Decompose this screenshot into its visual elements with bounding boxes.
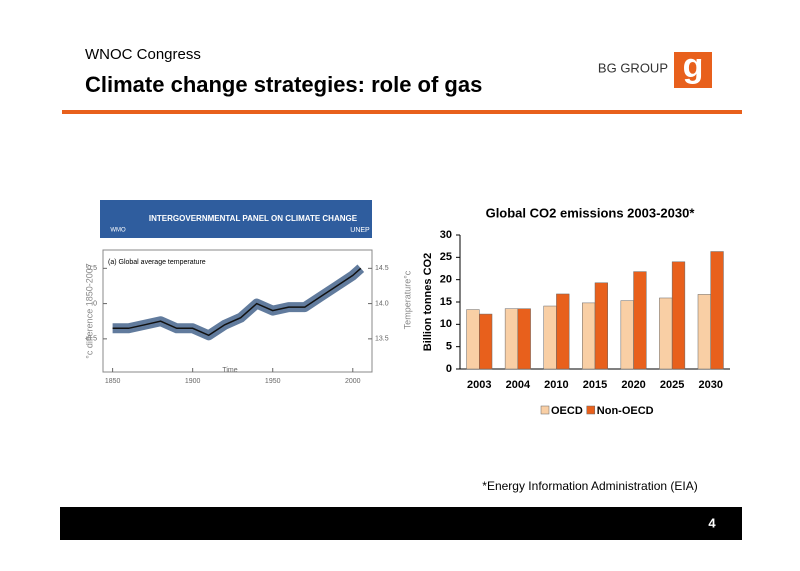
y-axis-label: °c difference 1850-2007	[84, 263, 94, 359]
banner-right: UNEP	[350, 227, 370, 234]
y-tick-label: 20	[440, 274, 452, 286]
x-tick-label: 2030	[698, 379, 722, 391]
y2-axis-label: Temperature°c	[402, 270, 412, 329]
bar	[466, 309, 480, 370]
x-tick-label: 2004	[506, 379, 531, 391]
legend-label: OECD	[551, 405, 583, 417]
x-tick-label: 1850	[105, 378, 121, 385]
chart-title: Global CO2 emissions 2003-2030*	[486, 205, 696, 220]
logo-box	[674, 52, 712, 88]
bar	[504, 308, 519, 370]
bar	[594, 282, 608, 370]
ipcc-banner	[100, 200, 372, 238]
banner-title: INTERGOVERNMENTAL PANEL ON CLIMATE CHANG…	[149, 214, 358, 223]
plot-subtitle: (a) Global average temperature	[108, 259, 206, 266]
banner-left: WMO	[110, 228, 126, 234]
x-tick-label: 1900	[185, 378, 201, 385]
event-name: WNOC Congress	[85, 46, 201, 63]
bar	[697, 294, 711, 370]
slide-title: Climate change strategies: role of gas	[85, 72, 482, 97]
x-axis-label: Time	[222, 367, 237, 374]
page-number: 4	[708, 515, 716, 530]
y-tick-label: 5	[446, 341, 452, 353]
y-tick-label: 0	[93, 300, 97, 307]
bar	[633, 271, 647, 370]
x-tick-label: 2003	[467, 379, 491, 391]
plot-frame	[102, 249, 373, 373]
y-tick-label: 0.5	[87, 265, 97, 272]
bar	[556, 293, 570, 370]
legend-swatch	[540, 405, 550, 415]
bar	[671, 261, 686, 370]
bar	[582, 302, 596, 370]
y2-tick-label: 14.5	[375, 265, 389, 272]
logo-mark: g	[683, 47, 704, 85]
bar	[659, 297, 673, 370]
x-tick-label: 2015	[583, 379, 607, 391]
x-tick-label: 2010	[544, 379, 568, 391]
bar	[517, 308, 531, 370]
legend-swatch	[586, 405, 596, 415]
bar	[710, 251, 724, 370]
y-tick-label: 10	[440, 318, 452, 330]
divider	[62, 110, 742, 114]
x-tick-label: 1950	[265, 378, 281, 385]
bar	[479, 313, 493, 370]
y-axis-label: Billion tonnes CO2	[422, 253, 434, 351]
footer-bar	[60, 507, 742, 540]
y-tick-label: 0	[446, 363, 452, 375]
temperature-line	[112, 267, 362, 337]
legend-label: Non-OECD	[597, 405, 654, 417]
logo-text: BG GROUP	[598, 60, 668, 75]
y2-tick-label: 13.5	[375, 336, 389, 343]
y-tick-label: 30	[440, 229, 452, 241]
footnote: *Energy Information Administration (EIA)	[482, 479, 697, 493]
x-tick-label: 2000	[345, 378, 361, 385]
y-tick-label: -0.5	[85, 336, 97, 343]
bar	[620, 300, 634, 370]
y-tick-label: 25	[440, 251, 452, 263]
y-tick-label: 15	[440, 296, 452, 308]
y2-tick-label: 14.0	[375, 300, 389, 307]
x-tick-label: 2025	[660, 379, 684, 391]
bar	[543, 305, 557, 370]
x-tick-label: 2020	[621, 379, 645, 391]
